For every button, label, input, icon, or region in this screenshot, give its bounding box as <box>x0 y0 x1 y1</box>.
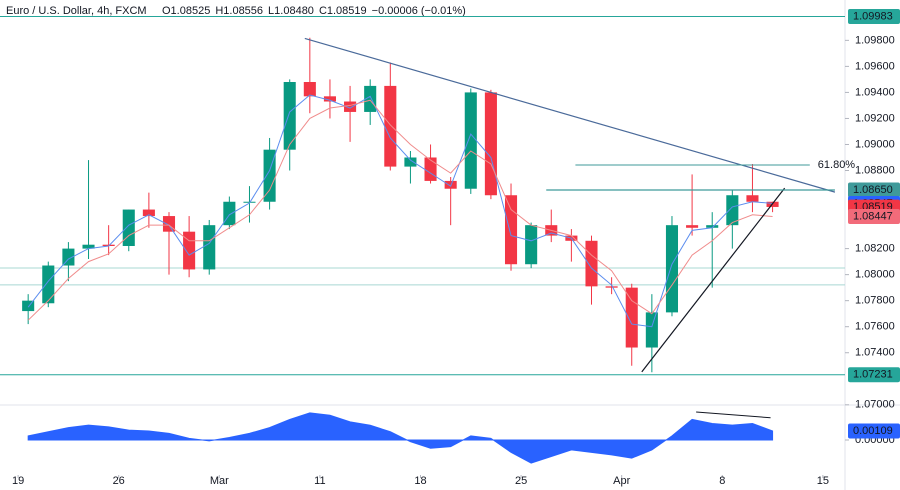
candle-body <box>223 201 236 226</box>
y-tick-label: 1.09000 <box>855 138 895 150</box>
header-value: O1.08525 <box>162 5 210 17</box>
candle-body <box>364 85 377 112</box>
candle-body <box>384 85 397 167</box>
candle-body <box>525 225 538 265</box>
trendline <box>304 37 836 193</box>
x-tick-label: 15 <box>817 475 829 487</box>
value-label: 0.00109 <box>853 425 893 437</box>
y-tick-label: 1.09400 <box>855 86 895 98</box>
candle-body <box>484 92 497 196</box>
candle-body <box>686 225 699 228</box>
candle-body <box>344 101 357 112</box>
header-value: L1.08480 <box>268 5 314 17</box>
candle-body <box>665 225 679 313</box>
header-value: H1.08556 <box>215 5 263 17</box>
value-label-box <box>848 423 900 439</box>
x-tick-label: 8 <box>719 475 725 487</box>
candle-body <box>585 240 598 287</box>
candle-body <box>706 225 719 228</box>
candle-body <box>726 195 739 226</box>
price-label-box <box>848 208 900 224</box>
y-tick-label: 1.09600 <box>855 60 895 72</box>
candle-body <box>142 209 155 217</box>
price-label: 1.08650 <box>853 184 893 196</box>
candle-body <box>625 287 638 348</box>
trendline <box>641 187 786 373</box>
fib-label: 61.80% <box>818 159 856 171</box>
y-tick-label: 1.07000 <box>855 399 895 411</box>
candle-body <box>82 244 95 249</box>
candle-body <box>323 96 336 102</box>
price-label: 1.09983 <box>853 10 893 22</box>
candle-body <box>203 225 216 270</box>
candle-body <box>605 286 618 288</box>
candle-body <box>645 312 658 348</box>
candle-body <box>303 82 316 97</box>
header-value: C1.08519 <box>319 5 367 17</box>
candle-body <box>746 195 759 202</box>
price-label-box <box>848 367 900 383</box>
candle-body <box>62 248 75 266</box>
x-tick-label: 19 <box>12 475 24 487</box>
candle-body <box>504 195 518 265</box>
x-tick-label: 18 <box>414 475 426 487</box>
oscillator-area <box>27 412 774 464</box>
y-tick-label: 1.08000 <box>855 269 895 281</box>
candle-body <box>42 265 55 304</box>
price-label-box <box>848 9 900 25</box>
candle-body <box>424 157 437 181</box>
y-tick-label: 1.07800 <box>855 295 895 307</box>
y-tick-label: 1.09200 <box>855 112 895 124</box>
header-value: −0.00006 (−0.01%) <box>372 5 466 17</box>
x-tick-label: Mar <box>210 475 229 487</box>
x-tick-label: Apr <box>613 475 630 487</box>
divergence-line <box>696 411 771 419</box>
candle-body <box>283 82 296 150</box>
moving-average <box>27 99 773 321</box>
y-tick-label: 1.07600 <box>855 321 895 333</box>
price-label-box <box>848 182 900 198</box>
moving-average <box>27 94 773 328</box>
y-tick-label: 1.08200 <box>855 243 895 255</box>
chart-title: Euro / U.S. Dollar, 4h, FXCM <box>6 5 147 17</box>
candle-body <box>464 92 477 189</box>
candle-body <box>162 216 176 232</box>
candle-body <box>22 300 35 312</box>
y-tick-label: 1.07400 <box>855 347 895 359</box>
candle-body <box>122 209 135 246</box>
x-tick-label: 11 <box>314 475 325 487</box>
y-tick-label: 1.09800 <box>855 34 895 46</box>
y-tick-label: 1.08800 <box>855 164 895 176</box>
price-label: 1.08447 <box>853 210 893 222</box>
candle-body <box>404 157 417 167</box>
x-tick-label: 25 <box>515 475 527 487</box>
x-tick-label: 26 <box>113 475 125 487</box>
price-label: 1.07231 <box>853 369 893 381</box>
